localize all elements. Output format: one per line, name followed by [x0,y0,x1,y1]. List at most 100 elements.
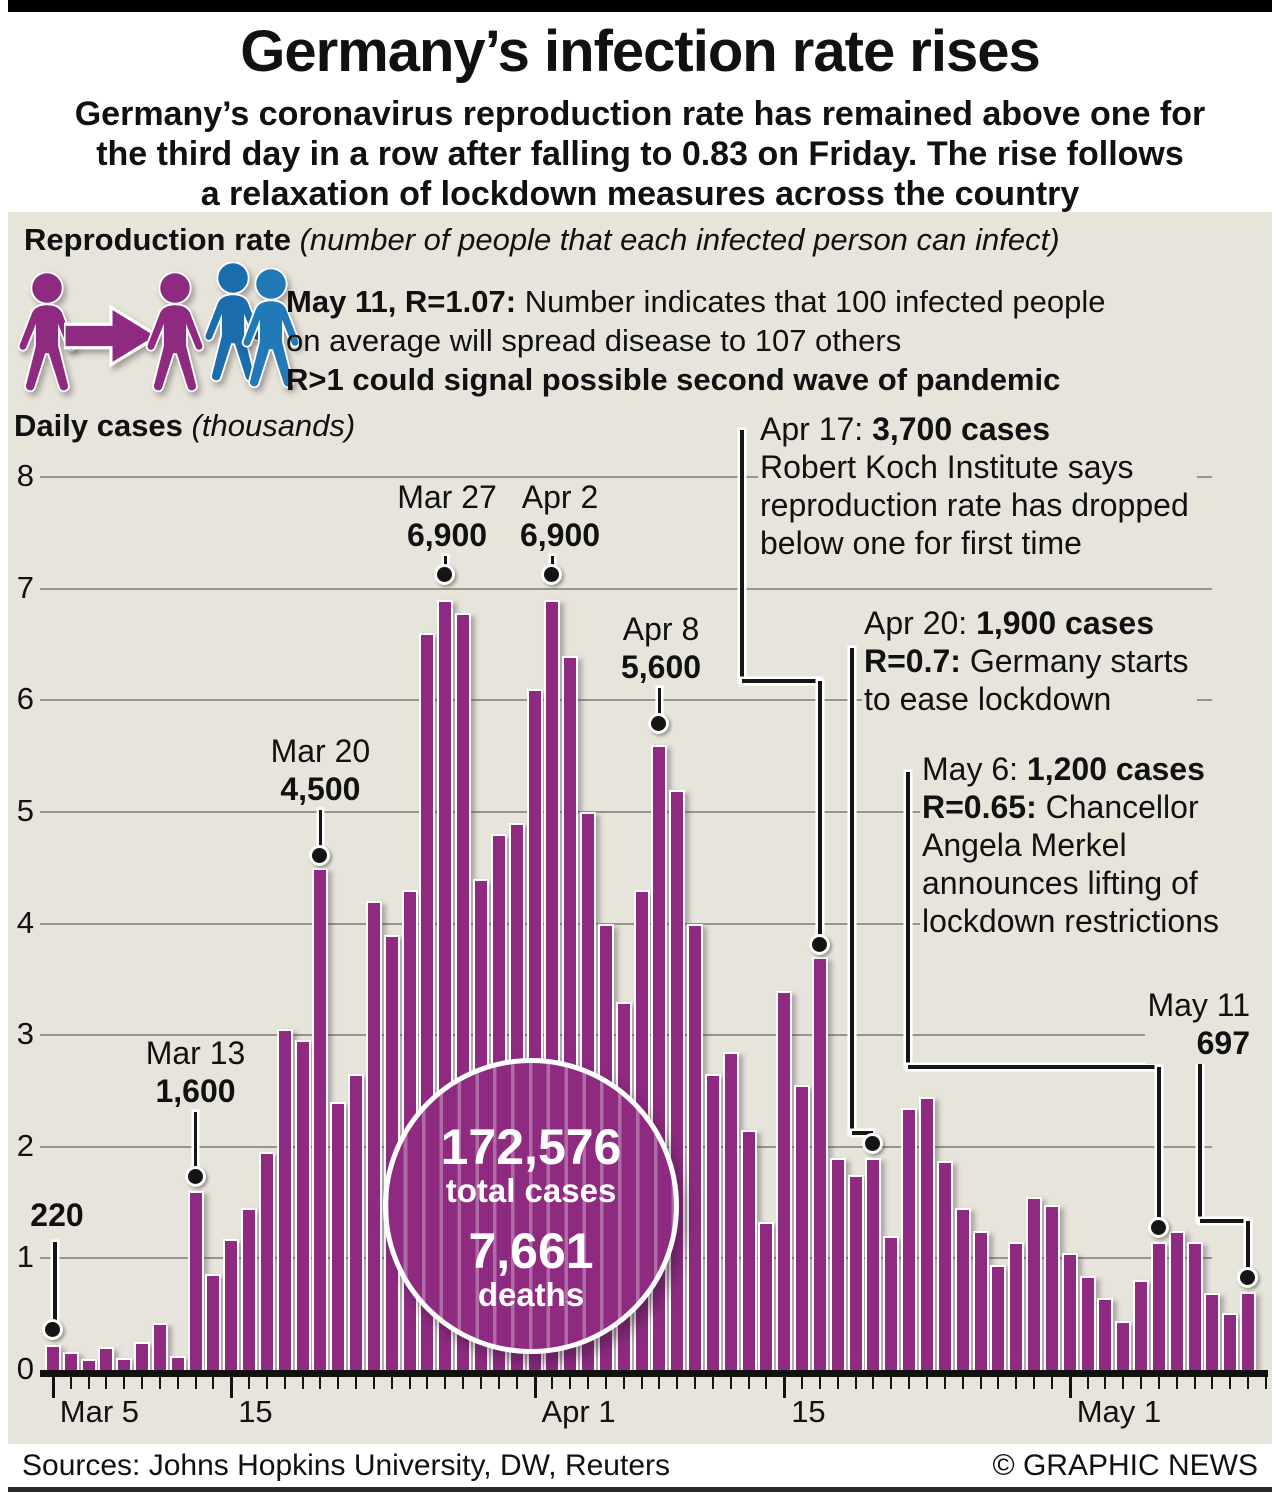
marker-dot-apr8 [648,713,670,734]
bar-mar-22 [348,1074,365,1370]
y-tick-label-4: 4 [16,904,34,940]
bar-may-1 [1061,1252,1078,1370]
x-tick [890,1377,893,1389]
x-tick [176,1377,179,1389]
bar-mar-19 [294,1039,311,1370]
annotation-line: 5,600 [620,649,702,685]
gridline-8 [40,476,1212,479]
x-tick [337,1377,340,1389]
y-tick-label-7: 7 [16,569,34,605]
top-border-bar [8,0,1272,12]
x-tick [105,1377,108,1389]
annotation-line: Apr 8 [622,611,700,647]
x-tick [265,1377,268,1389]
y-tick-label-1: 1 [16,1239,34,1275]
x-tick [87,1377,90,1389]
annotation-apr2: Apr 2 6,900 [520,478,600,554]
annotation-line: Apr 2 [521,479,599,515]
x-tick [319,1377,322,1389]
subtitle-line-3: a relaxation of lockdown measures across… [200,175,1080,213]
annotation-line: below one for first time [760,525,1082,561]
bar-apr-21 [883,1236,900,1370]
x-tick [801,1377,804,1389]
bar-mar-15 [223,1239,240,1370]
x-tick [1033,1377,1035,1389]
reproduction-rate-label: Reproduction rate [24,222,291,257]
total-cases-value: 172,576 [440,1119,622,1175]
person-blue-front-icon [241,268,301,389]
annotation-may6: May 6: 1,200 cases R=0.65: Chancellor Ange… [920,750,1227,942]
x-tick [372,1377,375,1389]
x-tick [640,1377,643,1389]
x-tick [854,1377,857,1389]
page-title: Germany’s infection rate rises [240,19,1041,84]
bar-mar-5 [44,1345,61,1370]
leader-line-mar13-0 [193,1112,198,1170]
leader-line-apr17-1 [742,679,820,683]
person-blue-back-icon [203,262,263,383]
x-tick [658,1377,661,1389]
gridline-4 [40,922,1212,925]
annotation-mar20: Mar 20 4,500 [271,732,371,808]
x-tick [569,1377,572,1389]
bar-may-9 [1204,1293,1221,1370]
bar-apr-25 [954,1208,971,1370]
x-tick [248,1377,250,1389]
bar-may-3 [1097,1297,1114,1370]
bottom-border-bar [8,1487,1272,1492]
repro-line-1: May 11, R=1.07: Number indicates that 10… [286,284,1106,319]
bar-apr-15 [776,990,793,1370]
reproduction-rate-heading: Reproduction rate (number of people that… [24,222,1060,258]
x-tick [1175,1377,1178,1389]
y-tick-label-5: 5 [16,793,34,828]
annotation-line: May 6: 1,200 cases [922,751,1205,787]
x-tick [765,1377,768,1389]
leader-line-apr17-0 [740,430,744,681]
x-tick [1104,1377,1107,1389]
x-tick [604,1377,607,1389]
x-tick [1229,1377,1232,1389]
x-tick [587,1377,589,1389]
x-tick-major [51,1377,55,1398]
person-purple-icon [145,272,205,393]
person-purple-icon [17,272,77,393]
bar-apr-12 [722,1051,739,1370]
bar-mar-12 [169,1355,186,1370]
y-axis-title: Daily cases (thousands) [14,408,356,443]
x-tick [979,1377,982,1389]
bar-apr-28 [1008,1241,1025,1370]
x-tick [747,1377,750,1389]
bar-apr-13 [740,1130,757,1370]
x-tick [69,1377,72,1389]
bar-apr-20 [865,1158,882,1370]
bar-mar-16 [241,1208,257,1370]
total-deaths-value: 7,661 [468,1223,594,1279]
leader-line-may11-2 [1246,1221,1250,1268]
annotation-line: Angela Merkel [922,827,1127,863]
x-tick [908,1377,911,1389]
bar-may-8 [1186,1241,1203,1370]
annotation-line: May 11 [1147,987,1250,1023]
annotation-a220: 220 [30,1196,83,1234]
bar-apr-16 [794,1085,811,1370]
annotation-line: 220 [30,1197,84,1233]
x-tick [123,1377,126,1389]
leader-line-apr2-0 [550,556,555,567]
annotation-apr8: Apr 8 5,600 [621,610,701,686]
marker-dot-apr2 [541,564,563,585]
x-tick [444,1377,447,1389]
annotation-line: Apr 20: 1,900 cases [864,605,1155,641]
bar-apr-27 [990,1265,1007,1370]
x-tick [872,1377,875,1389]
leader-line-apr8-0 [657,688,662,716]
x-tick [1264,1377,1267,1389]
bar-apr-18 [829,1158,846,1370]
x-tick-label-15: 15 [238,1394,273,1429]
marker-dot-mar13 [184,1166,206,1187]
marker-dot-apr17 [809,934,830,955]
leader-line-apr17-2 [818,681,822,936]
x-tick [711,1377,714,1389]
leader-line-mar27-0 [443,556,448,567]
x-tick-label-mar-5: Mar 5 [59,1394,140,1429]
